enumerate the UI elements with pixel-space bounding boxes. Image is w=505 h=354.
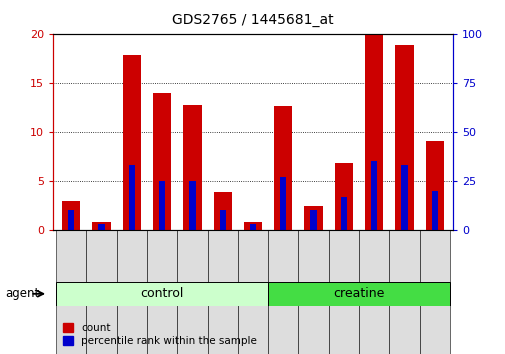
Bar — [388, 230, 419, 354]
Bar — [419, 230, 449, 354]
Bar — [268, 230, 298, 354]
Bar — [177, 230, 207, 354]
Bar — [274, 106, 292, 230]
Bar — [123, 55, 141, 230]
Bar — [153, 92, 171, 230]
Bar — [310, 210, 316, 230]
Text: agent: agent — [5, 287, 39, 300]
Text: GDS2765 / 1445681_at: GDS2765 / 1445681_at — [172, 12, 333, 27]
Bar — [62, 201, 80, 230]
Bar — [280, 177, 286, 230]
Bar — [328, 230, 358, 354]
Bar — [340, 197, 346, 230]
Bar — [86, 230, 117, 354]
Bar — [219, 210, 225, 230]
Bar — [334, 163, 352, 230]
Bar — [298, 230, 328, 354]
Bar — [268, 282, 449, 306]
Bar — [237, 230, 268, 354]
Text: creatine: creatine — [333, 287, 384, 300]
Text: control: control — [140, 287, 183, 300]
Bar — [304, 206, 322, 230]
Bar — [431, 191, 437, 230]
Bar — [364, 34, 382, 230]
Bar — [213, 192, 231, 230]
Bar — [56, 282, 268, 306]
Bar — [358, 230, 388, 354]
Bar — [92, 222, 111, 230]
Bar — [425, 141, 443, 230]
Bar — [68, 210, 74, 230]
Bar — [159, 181, 165, 230]
Bar — [400, 165, 407, 230]
Bar — [189, 181, 195, 230]
Bar — [183, 105, 201, 230]
Bar — [128, 165, 135, 230]
Legend: count, percentile rank within the sample: count, percentile rank within the sample — [58, 319, 261, 350]
Bar — [370, 161, 377, 230]
Bar — [207, 230, 237, 354]
Bar — [98, 224, 105, 230]
Bar — [147, 230, 177, 354]
Bar — [117, 230, 147, 354]
Bar — [249, 224, 256, 230]
Bar — [394, 45, 413, 230]
Bar — [56, 230, 86, 354]
Bar — [243, 222, 262, 230]
